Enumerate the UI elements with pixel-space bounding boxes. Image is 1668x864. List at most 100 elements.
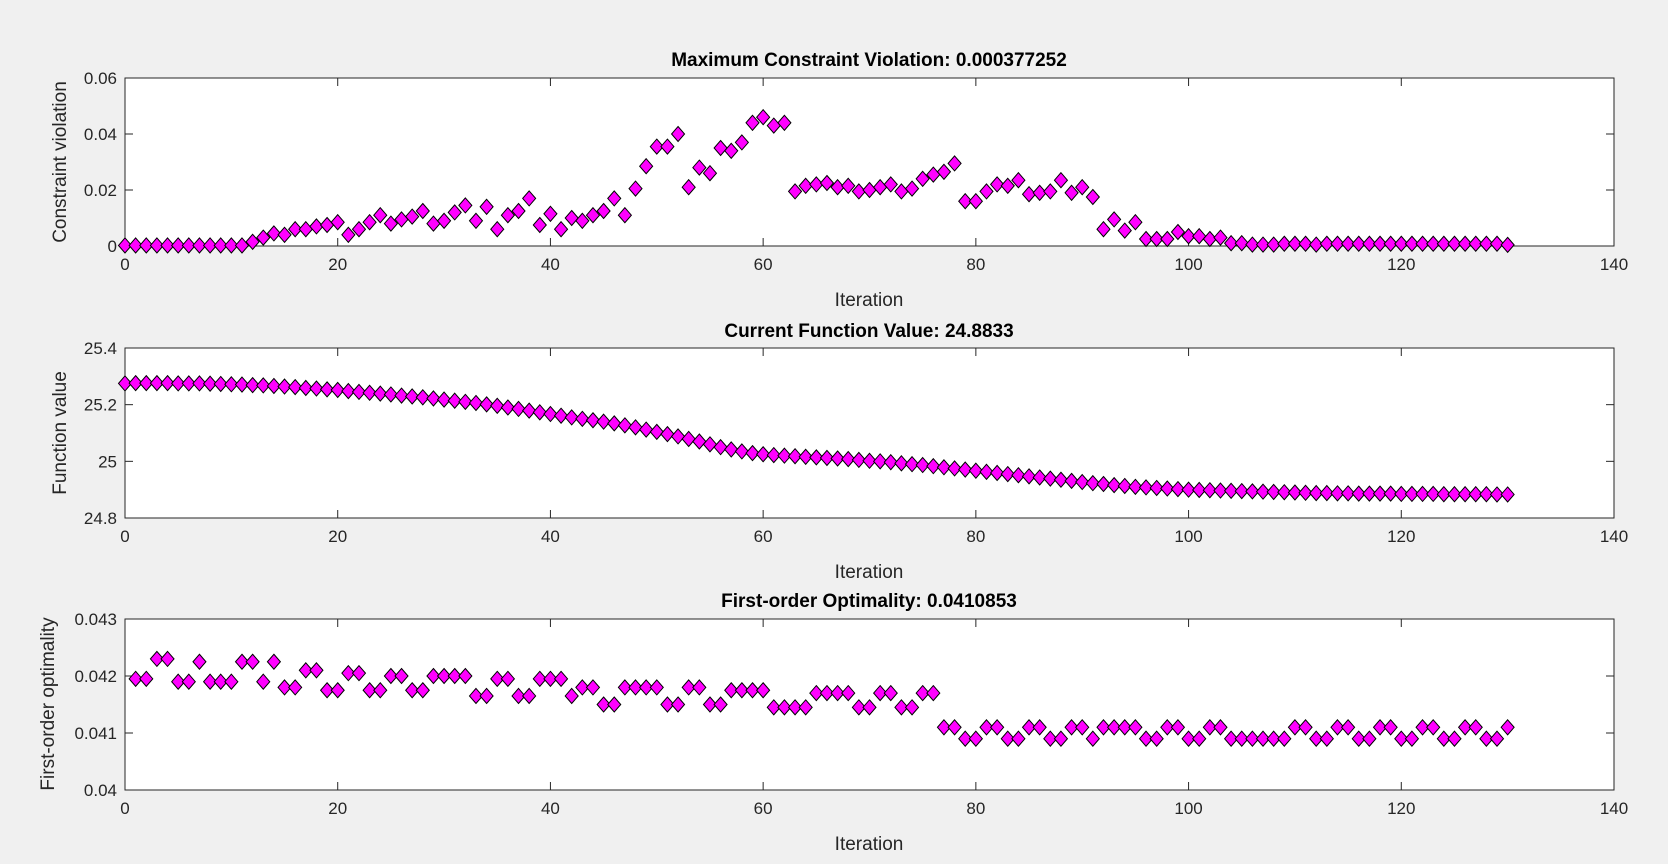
data-point xyxy=(532,670,547,688)
data-point xyxy=(1213,482,1228,499)
data-point xyxy=(1287,484,1303,501)
data-point xyxy=(309,218,324,235)
data-point xyxy=(1181,481,1196,498)
data-point xyxy=(628,679,643,696)
data-point xyxy=(670,428,686,445)
data-point xyxy=(1234,482,1249,500)
data-point xyxy=(819,684,835,702)
data-point xyxy=(1426,485,1441,503)
x-axis-label: Iteration xyxy=(835,290,904,311)
data-point xyxy=(1415,719,1430,736)
data-point xyxy=(1468,719,1483,736)
data-point xyxy=(266,225,282,242)
data-point xyxy=(564,209,579,227)
data-point xyxy=(787,447,803,465)
data-point xyxy=(415,389,430,406)
data-point xyxy=(575,212,590,230)
data-point xyxy=(266,377,282,395)
data-point xyxy=(202,673,218,690)
data-point xyxy=(1362,730,1377,747)
data-point xyxy=(1032,719,1047,736)
data-point xyxy=(500,399,516,416)
data-point xyxy=(1489,235,1505,253)
data-point xyxy=(490,220,505,238)
data-point xyxy=(1436,730,1451,747)
data-point xyxy=(171,375,186,392)
data-point xyxy=(266,653,282,671)
data-point xyxy=(490,670,505,688)
data-point xyxy=(1383,485,1398,502)
data-point xyxy=(660,425,675,443)
x-tick-label: 60 xyxy=(754,527,773,546)
data-point xyxy=(649,423,664,441)
data-markers xyxy=(117,108,1515,254)
data-point xyxy=(383,386,399,403)
data-point xyxy=(1245,730,1260,747)
data-point xyxy=(149,374,165,392)
data-point xyxy=(256,229,271,246)
data-point xyxy=(596,202,611,220)
data-point xyxy=(585,206,601,224)
data-point xyxy=(351,383,367,401)
data-point xyxy=(1404,485,1420,503)
data-point xyxy=(1298,484,1313,502)
x-tick-label: 80 xyxy=(966,527,985,546)
data-point xyxy=(724,681,739,699)
data-point xyxy=(415,202,430,220)
data-point xyxy=(1192,730,1207,747)
data-point xyxy=(1234,234,1249,252)
data-point xyxy=(1213,719,1228,736)
x-tick-label: 40 xyxy=(541,255,560,274)
data-point xyxy=(351,220,367,238)
data-point xyxy=(1372,235,1388,253)
data-point xyxy=(1223,730,1239,747)
data-point xyxy=(1255,236,1271,253)
data-point xyxy=(1085,730,1101,747)
data-point xyxy=(415,681,430,699)
data-point xyxy=(468,212,484,230)
data-point xyxy=(617,206,633,224)
data-point xyxy=(277,679,292,696)
y-tick-label: 0.06 xyxy=(84,69,117,88)
data-point xyxy=(936,719,952,736)
data-point xyxy=(1500,486,1515,503)
data-point xyxy=(532,216,547,234)
data-point xyxy=(149,650,165,668)
data-point xyxy=(1330,719,1345,736)
data-point xyxy=(851,451,867,469)
data-point xyxy=(383,667,399,685)
data-point xyxy=(1117,222,1132,239)
data-point xyxy=(362,681,377,699)
data-point xyxy=(904,699,920,716)
y-tick-label: 24.8 xyxy=(84,509,117,528)
x-tick-label: 40 xyxy=(541,527,560,546)
data-point xyxy=(936,459,952,476)
x-tick-label: 100 xyxy=(1174,527,1202,546)
data-point xyxy=(1351,485,1366,502)
data-point xyxy=(192,237,207,254)
data-point xyxy=(894,455,909,472)
data-point xyxy=(745,444,760,462)
data-point xyxy=(798,177,813,195)
data-point xyxy=(394,387,409,404)
data-point xyxy=(755,108,771,126)
data-point xyxy=(787,699,803,716)
plot-title: Maximum Constraint Violation: 0.00037725… xyxy=(671,50,1067,71)
data-point xyxy=(405,681,420,699)
data-point xyxy=(405,208,420,225)
x-tick-label: 0 xyxy=(120,527,129,546)
data-point xyxy=(830,684,845,702)
data-point xyxy=(1415,485,1430,503)
data-point xyxy=(1096,475,1111,493)
data-point xyxy=(1075,178,1090,196)
data-point xyxy=(1489,730,1505,747)
data-point xyxy=(1309,730,1324,747)
data-point xyxy=(1277,483,1292,501)
data-point xyxy=(553,670,569,688)
y-axis-label: Function value xyxy=(50,371,71,495)
data-point xyxy=(373,681,388,699)
data-point xyxy=(1255,730,1271,747)
data-point xyxy=(309,380,324,397)
data-point xyxy=(670,125,686,143)
axis-ticks: 0 20 40 60 80 100 120 140 0.04 0.041 0.042 0.043 xyxy=(74,610,1628,818)
